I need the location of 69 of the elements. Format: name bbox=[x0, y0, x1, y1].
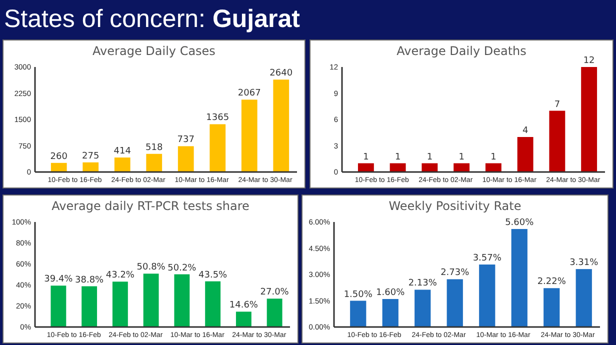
bar bbox=[112, 282, 128, 327]
bar bbox=[422, 163, 438, 172]
data-label: 2.22% bbox=[537, 277, 566, 288]
data-label: 27.0% bbox=[260, 288, 290, 298]
bar bbox=[273, 80, 290, 172]
text: States of concern: Gujarat bbox=[4, 5, 301, 33]
bar bbox=[350, 300, 366, 327]
data-label: 14.6% bbox=[229, 300, 258, 311]
data-label: 414 bbox=[114, 146, 132, 157]
data-label: 50.2% bbox=[168, 263, 197, 274]
chart-title: Average daily RT-PCR tests share bbox=[52, 199, 250, 213]
bar bbox=[82, 286, 98, 327]
data-label: 1 bbox=[490, 152, 496, 162]
data-label: 1.60% bbox=[376, 288, 406, 298]
data-label: 43.5% bbox=[198, 270, 228, 280]
bar bbox=[146, 154, 162, 172]
bar bbox=[549, 110, 566, 172]
data-label: 2.13% bbox=[408, 278, 438, 289]
data-label: 38.8% bbox=[75, 275, 104, 286]
data-label: 1 bbox=[394, 152, 401, 162]
bar bbox=[82, 162, 99, 172]
bar bbox=[446, 279, 463, 327]
data-label: 2067 bbox=[238, 88, 261, 99]
data-label: 2640 bbox=[270, 68, 293, 79]
bar bbox=[390, 163, 406, 172]
data-label: 1.50% bbox=[344, 290, 373, 300]
data-label: 737 bbox=[177, 135, 194, 146]
data-label: 1 bbox=[426, 152, 433, 162]
bar bbox=[174, 274, 190, 327]
bar bbox=[143, 274, 159, 327]
bar bbox=[50, 286, 66, 327]
data-label: 1 bbox=[363, 152, 369, 162]
bar bbox=[454, 163, 470, 172]
chart-title: Average Daily Deaths bbox=[396, 44, 526, 58]
data-label: 2.73% bbox=[440, 268, 470, 278]
chart-title: Average Daily Cases bbox=[92, 44, 216, 58]
bar bbox=[485, 163, 502, 172]
data-label: 39.4% bbox=[44, 274, 74, 285]
bar bbox=[114, 158, 130, 172]
data-label: 1365 bbox=[206, 113, 230, 124]
data-label: 260 bbox=[50, 152, 68, 162]
bar bbox=[210, 124, 226, 172]
bar bbox=[50, 162, 67, 172]
bar bbox=[358, 163, 374, 172]
data-label: 43.2% bbox=[106, 270, 135, 281]
data-label: 1 bbox=[458, 152, 464, 162]
data-label: 3.31% bbox=[570, 258, 599, 268]
chart-title: Weekly Positivity Rate bbox=[388, 199, 522, 213]
data-label: 7 bbox=[554, 100, 560, 110]
bar bbox=[266, 298, 282, 327]
bar bbox=[382, 299, 398, 327]
data-label: 275 bbox=[82, 151, 100, 162]
bar bbox=[581, 67, 598, 172]
bar bbox=[544, 288, 560, 327]
bar bbox=[241, 100, 258, 172]
bar bbox=[205, 281, 221, 327]
bar bbox=[511, 229, 528, 327]
bar bbox=[479, 264, 496, 327]
bar bbox=[576, 269, 592, 327]
bar bbox=[414, 290, 431, 327]
bar bbox=[517, 137, 534, 172]
bar bbox=[178, 146, 194, 172]
data-label: 3.57% bbox=[472, 254, 502, 264]
data-label: 12 bbox=[583, 56, 595, 66]
data-label: 50.8% bbox=[136, 262, 166, 273]
bar bbox=[236, 312, 252, 327]
data-label: 518 bbox=[146, 142, 163, 153]
data-label: 4 bbox=[522, 126, 528, 136]
data-label: 5.60% bbox=[505, 218, 534, 228]
